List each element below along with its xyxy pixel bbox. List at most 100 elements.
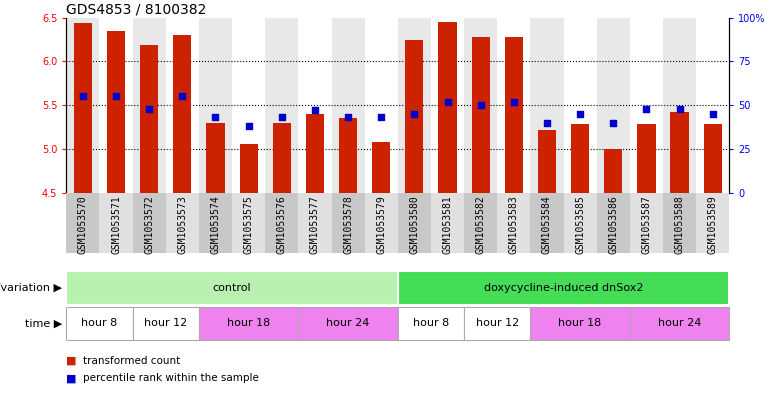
Text: hour 8: hour 8 <box>413 318 449 328</box>
Point <box>110 93 122 99</box>
Bar <box>663 193 696 253</box>
Text: GSM1053584: GSM1053584 <box>542 195 552 254</box>
Text: hour 18: hour 18 <box>558 318 601 328</box>
Bar <box>133 307 199 340</box>
Point <box>309 107 321 114</box>
Bar <box>597 18 629 193</box>
Bar <box>498 18 530 193</box>
Bar <box>207 123 225 193</box>
Text: GDS4853 / 8100382: GDS4853 / 8100382 <box>66 2 207 17</box>
Bar <box>671 112 689 193</box>
Point <box>342 114 354 121</box>
Bar <box>372 142 390 193</box>
Bar <box>431 18 464 193</box>
Text: GSM1053579: GSM1053579 <box>376 195 386 254</box>
Bar <box>530 18 563 193</box>
Bar <box>563 193 597 253</box>
Text: GSM1053576: GSM1053576 <box>277 195 287 254</box>
Point <box>176 93 189 99</box>
Bar <box>530 307 629 340</box>
Bar <box>663 18 696 193</box>
Bar <box>66 193 100 253</box>
Bar <box>571 124 589 193</box>
Bar <box>100 18 133 193</box>
Text: doxycycline-induced dnSox2: doxycycline-induced dnSox2 <box>484 283 644 293</box>
Bar <box>232 18 265 193</box>
Bar <box>66 271 398 305</box>
Text: GSM1053585: GSM1053585 <box>575 195 585 254</box>
Bar <box>173 35 191 193</box>
Text: GSM1053580: GSM1053580 <box>410 195 420 254</box>
Text: time ▶: time ▶ <box>25 318 62 328</box>
Bar <box>165 193 199 253</box>
Point <box>375 114 388 121</box>
Bar <box>505 37 523 193</box>
Text: GSM1053572: GSM1053572 <box>144 195 154 254</box>
Bar <box>265 193 298 253</box>
Bar <box>100 193 133 253</box>
Text: GSM1053573: GSM1053573 <box>177 195 187 254</box>
Bar <box>398 18 431 193</box>
Bar <box>232 193 265 253</box>
Point <box>441 99 454 105</box>
Text: GSM1053578: GSM1053578 <box>343 195 353 254</box>
Text: hour 24: hour 24 <box>326 318 370 328</box>
Point <box>76 93 89 99</box>
Bar <box>597 193 629 253</box>
Text: GSM1053588: GSM1053588 <box>675 195 685 254</box>
Text: hour 12: hour 12 <box>476 318 519 328</box>
Bar <box>438 22 456 193</box>
Point <box>607 119 619 126</box>
Text: GSM1053570: GSM1053570 <box>78 195 88 254</box>
Bar <box>332 18 364 193</box>
Point <box>508 99 520 105</box>
Text: hour 8: hour 8 <box>81 318 118 328</box>
Point <box>275 114 288 121</box>
Bar <box>199 193 232 253</box>
Bar <box>298 18 331 193</box>
Bar <box>298 193 331 253</box>
Point <box>541 119 553 126</box>
Bar <box>464 307 530 340</box>
Text: ■: ■ <box>66 356 76 366</box>
Bar <box>530 193 563 253</box>
Bar <box>306 114 324 193</box>
Point <box>474 102 487 108</box>
Bar <box>133 193 166 253</box>
Text: genotype/variation ▶: genotype/variation ▶ <box>0 283 62 293</box>
Bar <box>140 45 158 193</box>
Bar <box>199 307 298 340</box>
Text: GSM1053583: GSM1053583 <box>509 195 519 254</box>
Bar <box>630 307 729 340</box>
Bar <box>630 18 663 193</box>
Point <box>707 111 719 117</box>
Text: GSM1053577: GSM1053577 <box>310 195 320 254</box>
Text: GSM1053575: GSM1053575 <box>243 195 254 254</box>
Text: GSM1053582: GSM1053582 <box>476 195 486 254</box>
Bar <box>332 193 364 253</box>
Text: GSM1053586: GSM1053586 <box>608 195 619 254</box>
Bar <box>398 193 431 253</box>
Bar <box>265 18 298 193</box>
Text: GSM1053571: GSM1053571 <box>111 195 121 254</box>
Text: GSM1053587: GSM1053587 <box>641 195 651 254</box>
Text: GSM1053589: GSM1053589 <box>707 195 718 254</box>
Text: transformed count: transformed count <box>83 356 181 366</box>
Bar <box>431 193 464 253</box>
Point <box>640 105 653 112</box>
Point <box>574 111 587 117</box>
Point <box>209 114 222 121</box>
Bar <box>364 193 398 253</box>
Bar <box>339 118 357 193</box>
Bar <box>704 124 722 193</box>
Text: GSM1053581: GSM1053581 <box>442 195 452 254</box>
Bar <box>406 40 424 193</box>
Bar <box>696 18 729 193</box>
Bar <box>498 193 530 253</box>
Bar <box>165 18 199 193</box>
Bar <box>464 18 498 193</box>
Point <box>673 105 686 112</box>
Text: hour 24: hour 24 <box>658 318 701 328</box>
Bar <box>398 307 464 340</box>
Bar <box>563 18 597 193</box>
